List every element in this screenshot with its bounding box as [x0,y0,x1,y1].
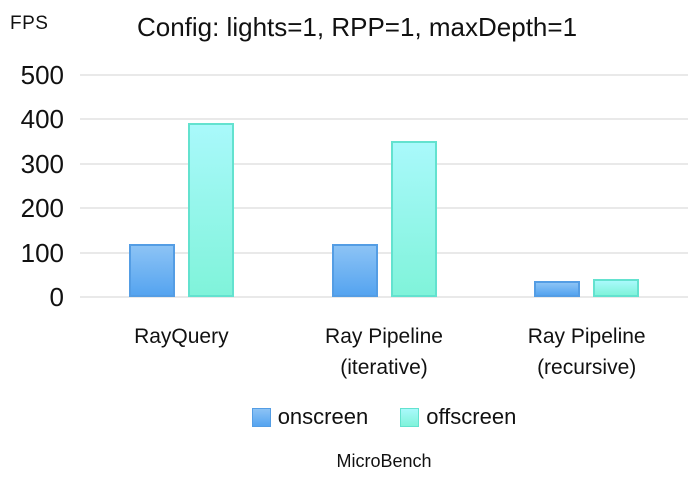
legend-swatch-offscreen [400,407,420,427]
legend-label-offscreen: offscreen [426,404,517,429]
y-tick-label-200: 200 [20,193,64,224]
legend-item-offscreen: offscreen [400,404,516,430]
x-category-label-2: Ray Pipeline (iterative) [325,325,443,379]
source-caption: MicroBench [336,451,432,471]
x-category-label-3: Ray Pipeline (recursive) [527,325,646,379]
bar-onscreen-3 [534,281,581,297]
bar-group-3 [534,279,640,297]
y-tick-label-100: 100 [20,237,64,268]
bar-offscreen-2 [390,141,437,297]
y-tick-label-400: 400 [20,104,64,135]
y-tick-label-0: 0 [49,282,64,312]
y-axis-unit-label: FPS [10,13,49,34]
gridline-500 [80,74,688,76]
x-category-label-1: RayQuery [134,325,229,348]
bar-onscreen-1 [128,244,175,297]
plot-area [80,74,688,298]
gridline-100 [80,251,688,254]
legend-label-onscreen: onscreen [277,404,369,429]
gridline-0 [80,296,688,298]
bar-group-2 [331,141,437,297]
gridline-400 [80,118,688,121]
bar-offscreen-1 [187,123,234,297]
legend-item-onscreen: onscreen [251,404,369,430]
y-tick-label-500: 500 [20,60,64,90]
gridline-300 [80,162,688,165]
gridline-200 [80,207,688,210]
legend: onscreen offscreen [80,404,688,430]
legend-swatch-onscreen [251,407,271,427]
bar-offscreen-3 [593,279,640,297]
y-tick-label-300: 300 [20,148,64,179]
bar-onscreen-2 [331,244,378,297]
chart-title: Config: lights=1, RPP=1, maxDepth=1 [136,12,578,42]
bar-group-1 [128,123,234,297]
